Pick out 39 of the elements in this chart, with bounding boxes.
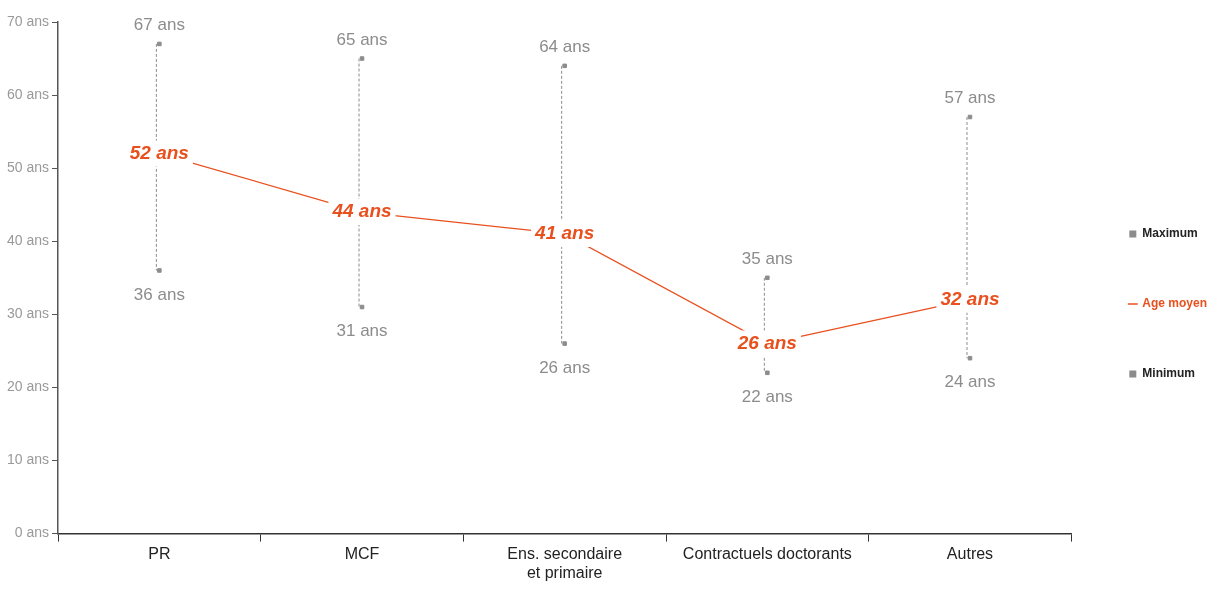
data-label: 36 ans (133, 284, 185, 304)
data-label: 26 ans (539, 357, 591, 377)
legend-label: Age moyen (1142, 296, 1208, 311)
data-label: 64 ans (539, 37, 591, 57)
data-label: 44 ans (331, 200, 392, 222)
x-tick-label: MCF (344, 544, 380, 562)
y-tick-label: 60 ans (6, 85, 50, 102)
point (359, 56, 365, 61)
data-label: 31 ans (336, 321, 388, 341)
data-label: 41 ans (534, 222, 595, 244)
data-label: 24 ans (944, 372, 996, 392)
point (967, 355, 973, 361)
legend-label: Minimum (1142, 366, 1195, 381)
point (765, 370, 770, 376)
x-tick-label: Autres (946, 544, 994, 562)
point (157, 41, 162, 47)
y-tick-label: 20 ans (6, 378, 50, 395)
x-tick-label: Contractuels doctorants (682, 544, 852, 562)
x-tick-label: Ens. secondaire et primaire (507, 544, 623, 581)
y-tick-label: 30 ans (6, 305, 50, 322)
legend-label: Maximum (1142, 226, 1198, 241)
data-label: 22 ans (741, 387, 793, 406)
data-label: 57 ans (944, 88, 996, 108)
x-tick-label: PR (148, 544, 171, 562)
data-label: 35 ans (741, 248, 793, 268)
y-tick-label: 0 ans (14, 524, 50, 541)
data-label: 65 ans (336, 29, 388, 49)
data-label: 67 ans (133, 15, 185, 35)
data-label: 52 ans (129, 141, 189, 163)
point (562, 63, 567, 69)
data-label: 32 ans (940, 287, 1000, 309)
y-tick-label: 70 ans (6, 12, 50, 29)
point (765, 275, 770, 281)
point (157, 268, 162, 273)
data-label: 26 ans (736, 331, 797, 353)
y-tick-label: 40 ans (6, 232, 50, 249)
point (562, 341, 567, 346)
y-tick-label: 10 ans (6, 451, 50, 468)
y-tick-label: 50 ans (6, 159, 50, 176)
